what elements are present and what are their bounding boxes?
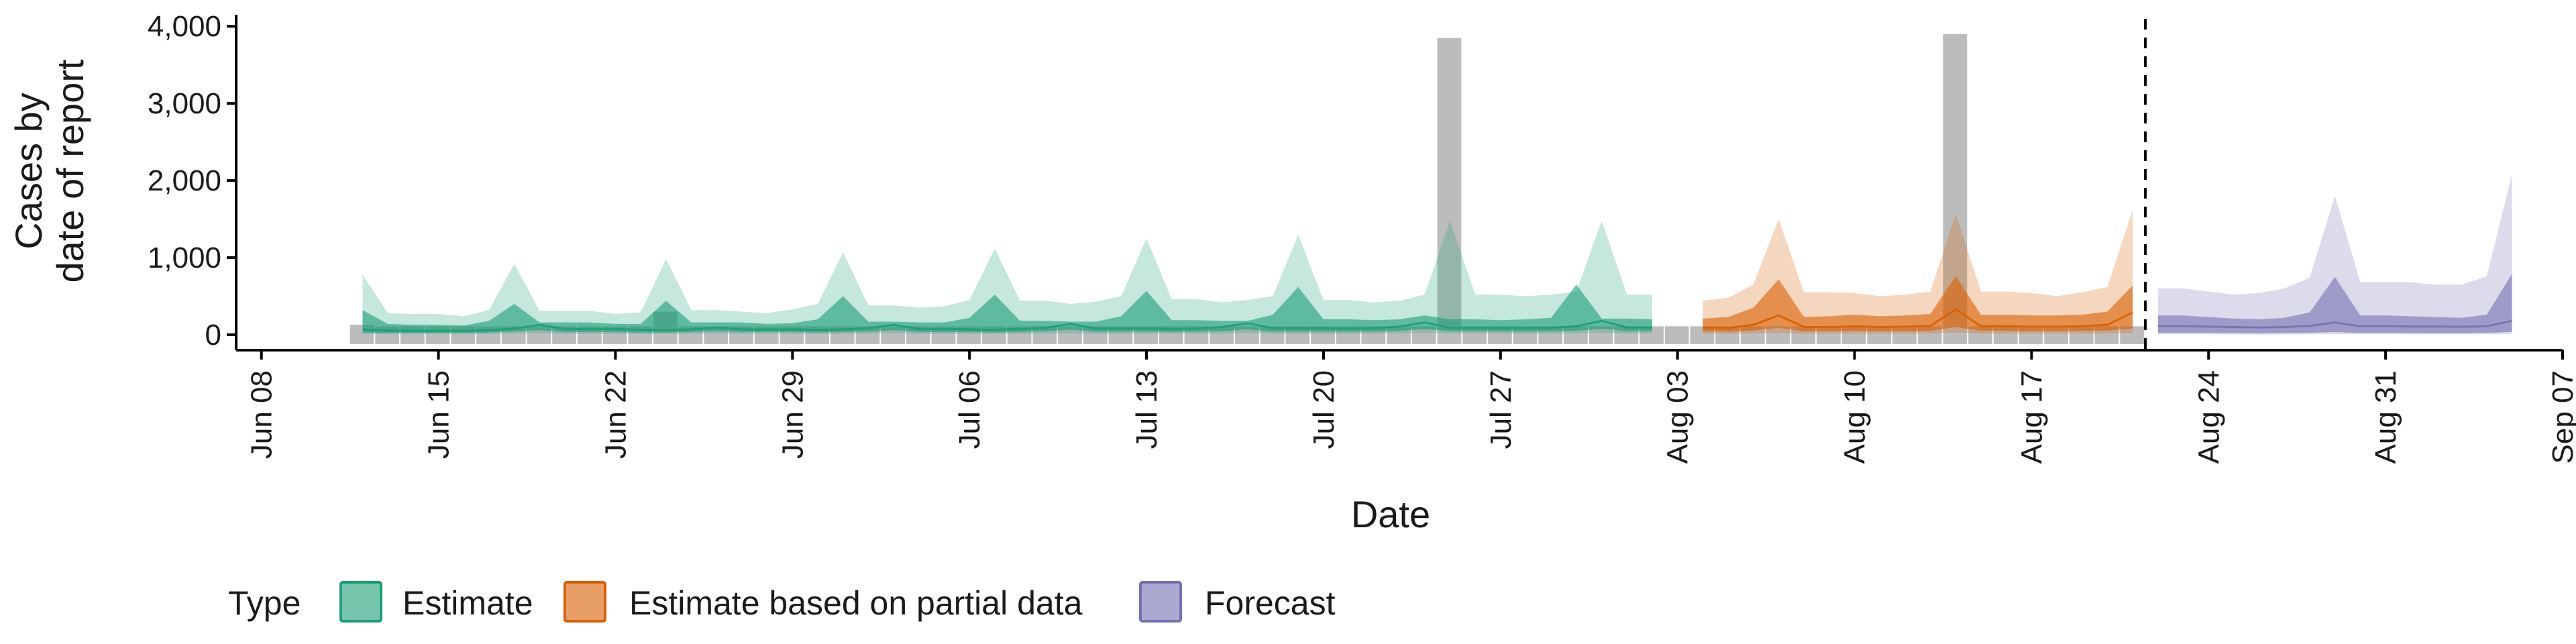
x-tick-label-8: Aug 03 [1662,370,1695,464]
y-tick-label-1: 1,000 [148,241,221,274]
legend-key-forecast [1139,581,1182,623]
y-axis-title-line-2: date of report [49,59,91,283]
x-tick-label-0: Jun 08 [246,370,278,459]
x-axis-title: Date [1351,493,1430,535]
estimate-bands-layer [362,174,2512,335]
forecast-outer-band [2157,174,2512,335]
estimate-outer-band [362,220,1652,335]
partial-inner-band [1703,276,2133,332]
partial-median-line [1703,308,2133,329]
estimate-inner-band [362,284,1652,333]
forecast-inner-band [2157,274,2512,333]
x-tick-label-10: Aug 17 [2015,370,2048,464]
legend-label-estimate: Estimate [402,584,533,622]
x-tick-label-12: Aug 31 [2369,370,2402,464]
reported-bar-43 [1437,38,1462,344]
axes-layer [227,15,2564,360]
y-tick-labels: 0 1,000 2,000 3,000 4,000 [148,10,221,352]
legend-key-partial [564,581,606,623]
y-tick-label-2: 2,000 [148,164,221,197]
x-tick-label-11: Aug 24 [2192,370,2225,464]
forecast-median-line [2157,319,2512,329]
y-axis-title-line-1: Cases by [7,93,50,249]
x-tick-label-9: Aug 10 [1839,370,1872,464]
x-tick-label-7: Jul 27 [1485,370,1517,449]
partial-outer-band [1703,209,2133,334]
x-tick-label-13: Sep 07 [2546,370,2576,464]
x-tick-label-3: Jun 29 [776,370,809,459]
y-tick-label-4: 4,000 [148,10,221,43]
legend-title: Type [228,584,301,622]
x-tick-label-1: Jun 15 [423,370,455,459]
legend-key-estimate [339,581,382,623]
legend: Type Estimate Estimate based on partial … [228,581,1336,623]
reported-bar-70 [2120,326,2145,344]
x-tick-label-5: Jul 13 [1130,370,1163,449]
reported-bar-52 [1664,326,1689,344]
x-tick-label-2: Jun 22 [599,370,632,459]
y-tick-label-3: 3,000 [148,87,221,120]
estimate-median-line [362,319,1652,332]
legend-label-forecast: Forecast [1205,584,1336,622]
y-tick-label-0: 0 [205,319,221,352]
reported-bar-56 [1766,326,1790,344]
legend-label-partial: Estimate based on partial data [629,584,1083,622]
x-tick-label-4: Jul 06 [953,370,986,449]
x-tick-label-6: Jul 20 [1307,370,1340,449]
x-tick-labels: Jun 08 Jun 15 Jun 22 Jun 29 Jul 06 Jul 13 Jul … [246,370,2576,464]
median-lines-layer [362,308,2512,332]
